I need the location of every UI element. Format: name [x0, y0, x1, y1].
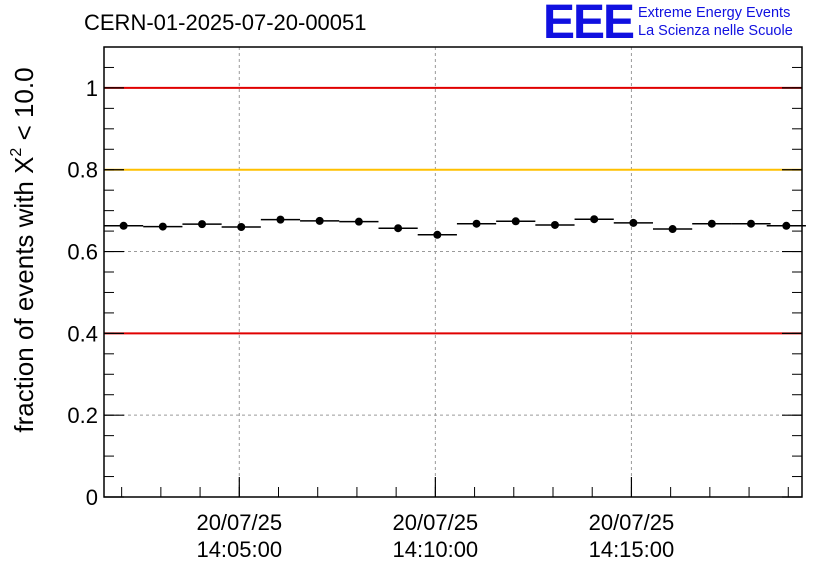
- eee-logo: EEE: [543, 0, 635, 49]
- data-point: [511, 217, 520, 226]
- data-point: [315, 216, 324, 225]
- y-tick-label: 1: [86, 76, 98, 101]
- data-point: [237, 223, 246, 231]
- x-tick-date-label: 20/07/25: [589, 510, 675, 535]
- plot-frame: [103, 46, 803, 498]
- y-label-suffix: < 10.0: [9, 67, 39, 147]
- data-point: [119, 221, 128, 230]
- data-point: [590, 215, 599, 224]
- grid-layer: [104, 47, 802, 497]
- x-tick-date-label: 20/07/25: [393, 510, 479, 535]
- data-point: [198, 220, 207, 229]
- logo-caption: Extreme Energy Events La Scienza nelle S…: [638, 4, 793, 40]
- data-point: [668, 225, 677, 234]
- data-point: [158, 222, 167, 231]
- reference-lines: [104, 86, 802, 335]
- data-point: [550, 220, 559, 229]
- data-point: [472, 219, 481, 228]
- data-series: [104, 215, 806, 239]
- data-point: [629, 218, 638, 227]
- logo-caption-line2: La Scienza nelle Scuole: [638, 23, 793, 39]
- chart-title: CERN-01-2025-07-20-00051: [84, 10, 367, 35]
- x-tick-date-label: 20/07/25: [196, 510, 282, 535]
- x-tick-time-label: 14:05:00: [196, 537, 282, 562]
- y-tick-label: 0.8: [67, 158, 98, 183]
- data-point: [276, 215, 285, 224]
- y-tick-label: 0.6: [67, 240, 98, 265]
- data-point: [707, 219, 716, 228]
- axes: 00.20.40.60.8120/07/2514:05:0020/07/2514…: [67, 46, 802, 562]
- data-point: [747, 219, 756, 228]
- y-tick-label: 0.2: [67, 403, 98, 428]
- y-tick-label: 0: [86, 485, 98, 510]
- data-point: [354, 217, 363, 226]
- data-point: [394, 224, 403, 233]
- x-tick-time-label: 14:15:00: [589, 537, 675, 562]
- data-point: [782, 221, 791, 230]
- y-label-superscript: 2: [8, 148, 25, 157]
- y-tick-label: 0.4: [67, 321, 98, 346]
- logo-caption-line1: Extreme Energy Events: [638, 5, 791, 21]
- y-axis-label: fraction of events with X2 < 10.0: [8, 67, 39, 432]
- y-label-prefix: fraction of events with: [9, 174, 39, 433]
- y-label-symbol: X: [9, 157, 39, 174]
- x-tick-time-label: 14:10:00: [393, 537, 479, 562]
- data-point: [433, 230, 442, 239]
